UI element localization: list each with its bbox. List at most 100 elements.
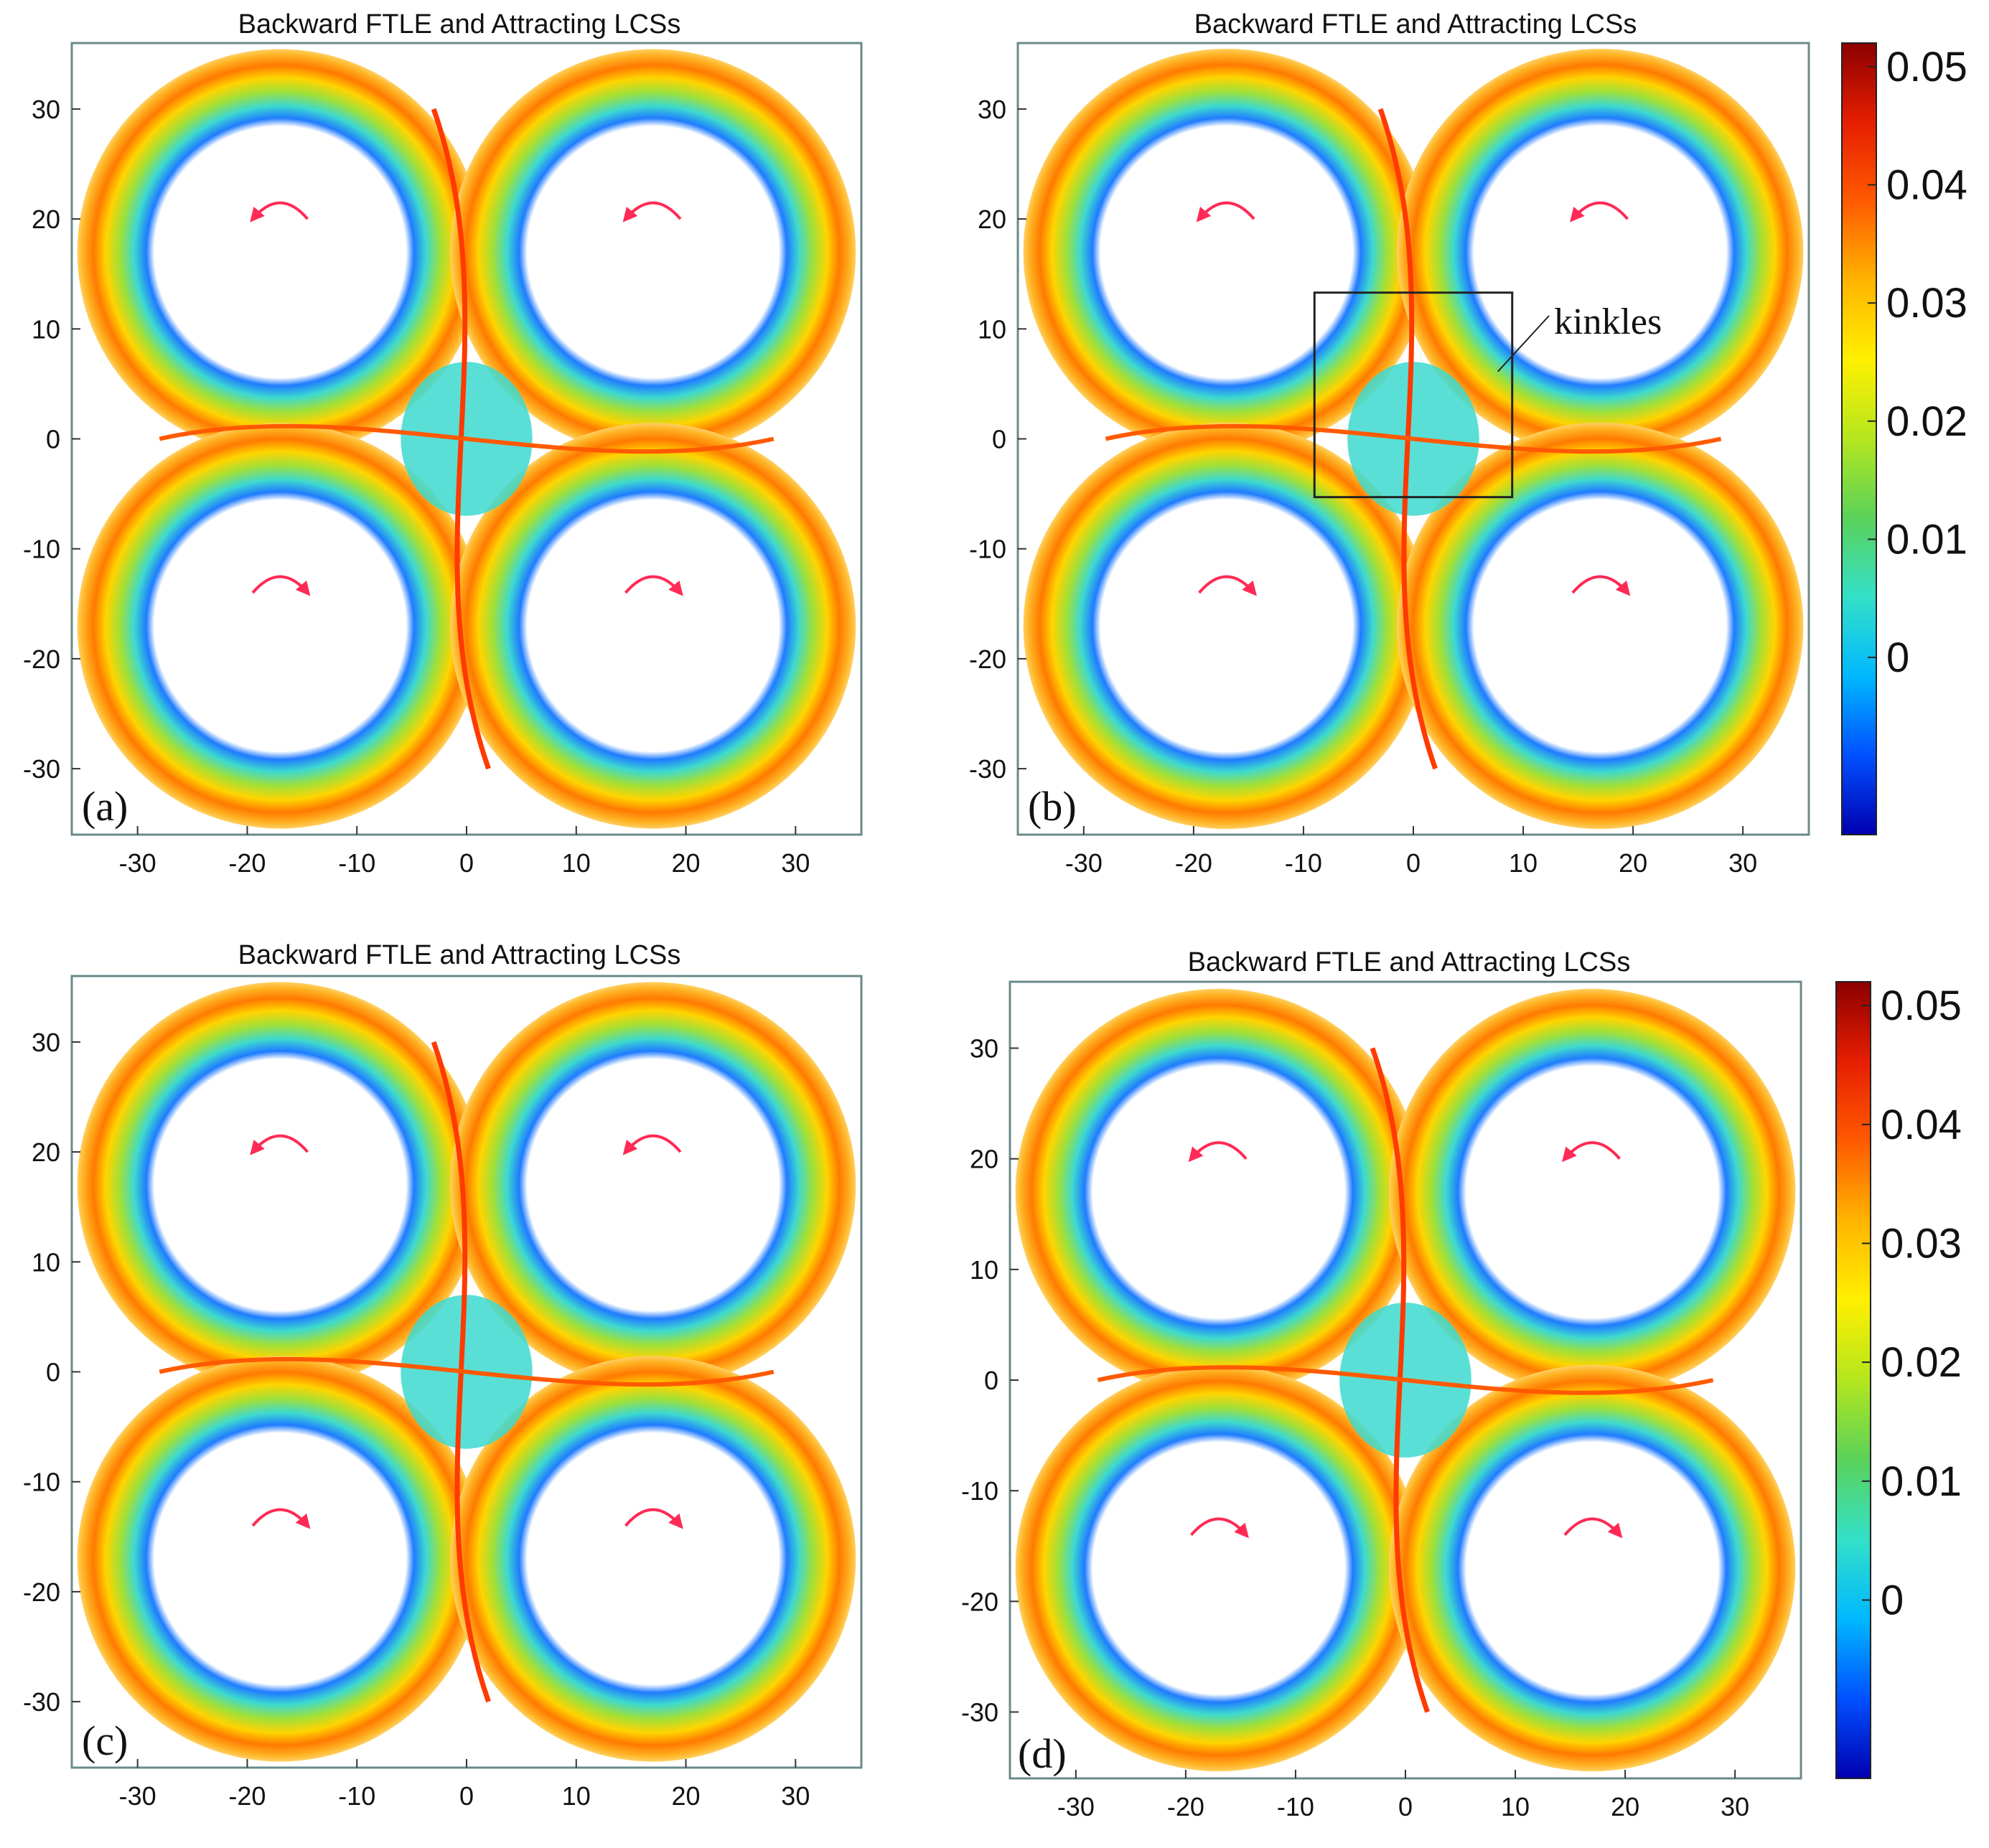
x-tick-label: 10 <box>1509 848 1538 878</box>
y-tick-label: -20 <box>23 644 60 674</box>
y-tick-label: -30 <box>23 1687 60 1717</box>
y-tick-label: 30 <box>978 95 1006 124</box>
attracting-lcs-curve <box>159 1356 774 1387</box>
colorbar-tick-label: 0.03 <box>1886 280 1967 327</box>
panel-b-title: Backward FTLE and Attracting LCSs <box>1194 9 1637 39</box>
y-tick-label: 20 <box>970 1145 998 1174</box>
ftle-lobe <box>1389 988 1796 1396</box>
x-tick-label: 0 <box>459 848 474 878</box>
y-tick-label: 10 <box>970 1255 998 1285</box>
colorbar-tick-label: 0.01 <box>1886 516 1967 563</box>
y-tick-label: 20 <box>32 205 60 234</box>
x-tick-label: 20 <box>672 848 701 878</box>
colorbar-top: 0.05 0.04 0.03 0.02 0.01 0 <box>1841 42 1967 835</box>
colorbar-tick-label: 0.04 <box>1886 162 1967 209</box>
y-tick-label: -20 <box>23 1577 60 1607</box>
ftle-lobe <box>1397 48 1804 456</box>
panel-d-title: Backward FTLE and Attracting LCSs <box>1188 947 1631 977</box>
y-tick-label: 10 <box>978 314 1006 344</box>
colorbar-tick-label: 0 <box>1881 1577 1904 1623</box>
x-tick-label: 10 <box>562 848 591 878</box>
y-tick-label: -20 <box>961 1587 998 1616</box>
y-tick-label: 0 <box>992 425 1006 454</box>
colorbar-tick-label: 0.02 <box>1886 398 1967 445</box>
y-tick-label: 20 <box>32 1138 60 1167</box>
y-tick-label: -10 <box>969 535 1006 564</box>
x-tick-label: 20 <box>1619 848 1647 878</box>
panel-b: Backward FTLE and Attracting LCSs -30 -20… <box>969 9 1810 878</box>
x-tick-label: -30 <box>119 1781 156 1811</box>
x-tick-label: -30 <box>1057 1792 1095 1821</box>
colorbar-tick-label: 0 <box>1886 634 1909 681</box>
y-tick-label: 30 <box>32 1028 60 1057</box>
x-tick-label: 0 <box>1398 1792 1413 1821</box>
colorbar-tick-label: 0.05 <box>1881 982 1962 1029</box>
ftle-lobe <box>77 423 483 829</box>
colorbar-tick-label: 0.05 <box>1886 44 1967 90</box>
y-tick-label: 20 <box>978 205 1006 234</box>
colorbar-bottom-strip <box>1835 981 1871 1779</box>
y-tick-label: -30 <box>23 754 60 784</box>
x-tick-label: -20 <box>1167 1792 1204 1821</box>
panel-c-label: (c) <box>82 1717 128 1764</box>
x-tick-label: -10 <box>338 1781 375 1811</box>
x-tick-label: -10 <box>1277 1792 1314 1821</box>
rotation-arrow-counterclockwise <box>1196 201 1255 222</box>
x-tick-label: 20 <box>672 1781 701 1811</box>
rotation-arrow-clockwise <box>1198 575 1257 596</box>
panel-a: Backward FTLE and Attracting LCSs -30 -20… <box>23 9 863 878</box>
x-tick-label: 30 <box>781 848 810 878</box>
colorbar-tick-label: 0.02 <box>1881 1339 1962 1386</box>
y-tick-label: -20 <box>969 644 1006 674</box>
y-tick-label: 10 <box>32 314 60 344</box>
y-tick-label: 10 <box>32 1247 60 1277</box>
panel-d: Backward FTLE and Attracting LCSs -30 -20… <box>961 947 1802 1821</box>
rotation-arrow-clockwise <box>624 1508 683 1529</box>
panel-c-title: Backward FTLE and Attracting LCSs <box>238 940 681 970</box>
y-tick-label: 0 <box>46 425 60 454</box>
y-tick-label: -30 <box>961 1698 998 1727</box>
x-tick-label: 0 <box>459 1781 474 1811</box>
y-tick-label: -10 <box>23 1468 60 1497</box>
panel-b-label: (b) <box>1028 783 1077 830</box>
ftle-lobe <box>1015 988 1422 1396</box>
kinkles-leader-line <box>1497 315 1550 372</box>
rotation-arrow-clockwise <box>1190 1517 1249 1539</box>
rotation-arrow-counterclockwise <box>622 1134 682 1155</box>
ftle-lobe <box>1397 422 1804 830</box>
x-tick-label: 0 <box>1406 848 1421 878</box>
colorbar-bottom: 0.05 0.04 0.03 0.02 0.01 0 <box>1835 981 1962 1779</box>
y-tick-label: 0 <box>984 1366 998 1395</box>
x-tick-label: 30 <box>781 1781 810 1811</box>
rotation-arrow-clockwise <box>1563 1517 1623 1539</box>
x-tick-label: -10 <box>338 848 375 878</box>
panel-c: Backward FTLE and Attracting LCSs -30 -20… <box>23 940 863 1811</box>
x-tick-label: -10 <box>1285 848 1322 878</box>
panel-d-label: (d) <box>1018 1730 1067 1777</box>
kinkles-box <box>1313 291 1514 499</box>
ftle-lobe <box>450 982 856 1388</box>
rotation-arrow-counterclockwise <box>1562 1141 1621 1163</box>
rotation-arrow-clockwise <box>624 575 683 596</box>
rotation-arrow-clockwise <box>251 1508 311 1529</box>
x-tick-label: 30 <box>1721 1792 1749 1821</box>
attracting-lcs-curve <box>1097 1365 1714 1395</box>
ftle-lobe <box>1015 1364 1422 1772</box>
x-tick-label: -30 <box>119 848 156 878</box>
y-tick-label: -10 <box>23 535 60 564</box>
ftle-lobe <box>450 423 856 829</box>
colorbar-top-strip <box>1841 42 1877 835</box>
ftle-lobe <box>450 1356 856 1762</box>
ftle-lobe <box>77 982 483 1388</box>
colorbar-tick-label: 0.01 <box>1881 1458 1962 1505</box>
y-tick-label: -10 <box>961 1476 998 1506</box>
ftle-lobe <box>77 49 483 455</box>
rotation-arrow-counterclockwise <box>1570 201 1629 222</box>
ftle-lobe <box>1389 1364 1796 1772</box>
x-tick-label: 10 <box>562 1781 591 1811</box>
panel-a-label: (a) <box>82 783 128 830</box>
y-tick-label: 0 <box>46 1358 60 1387</box>
rotation-arrow-counterclockwise <box>250 1134 309 1155</box>
rotation-arrow-counterclockwise <box>622 201 682 222</box>
